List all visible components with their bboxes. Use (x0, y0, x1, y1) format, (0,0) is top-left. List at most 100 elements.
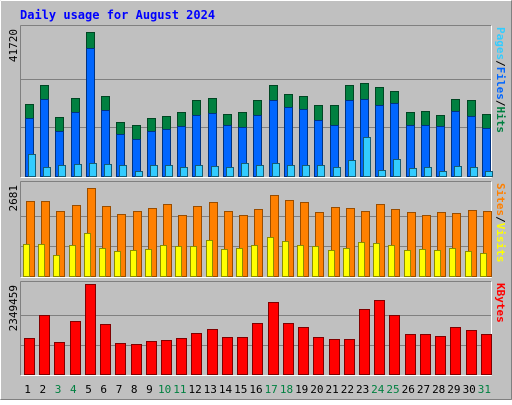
bar-pages (393, 159, 401, 177)
legend-item: / (494, 60, 507, 67)
x-label-day: 31 (478, 383, 491, 396)
bar-sites (239, 215, 248, 277)
legend: Sites/Visits (494, 183, 507, 263)
x-label-day: 26 (402, 383, 415, 396)
bar-sites (133, 211, 142, 277)
bar-visits (251, 245, 258, 277)
bar-pages (470, 167, 478, 177)
bar-kbytes (39, 315, 50, 375)
x-label-day: 27 (417, 383, 430, 396)
bar-pages (333, 167, 341, 177)
bar-visits (358, 242, 365, 277)
bar-visits (236, 248, 243, 277)
x-label-day: 16 (249, 383, 262, 396)
bar-sites (300, 202, 309, 277)
x-label-day: 22 (341, 383, 354, 396)
bar-sites (483, 211, 492, 277)
x-label-day: 3 (55, 383, 62, 396)
bar-pages (135, 171, 143, 177)
x-label-day: 13 (204, 383, 217, 396)
bar-sites (41, 201, 50, 277)
legend-item: Sites (494, 183, 507, 216)
bar-sites (209, 202, 218, 277)
bar-pages (74, 164, 82, 177)
chart-title: Daily usage for August 2024 (20, 8, 215, 22)
bar-kbytes (146, 341, 157, 375)
bar-pages (226, 167, 234, 177)
bar-kbytes (54, 342, 65, 375)
bar-sites (422, 215, 431, 277)
legend-item: KBytes (494, 283, 507, 323)
bar-visits (480, 253, 487, 277)
bar-visits (297, 245, 304, 277)
bar-pages (43, 167, 51, 177)
bar-kbytes (268, 302, 279, 375)
bar-visits (267, 237, 274, 277)
legend-item: Visits (494, 223, 507, 263)
x-label-day: 19 (295, 383, 308, 396)
bar-sites (102, 206, 111, 277)
bar-sites (346, 208, 355, 277)
bar-kbytes (405, 334, 416, 375)
bar-visits (388, 245, 395, 277)
bar-kbytes (435, 336, 446, 375)
y-max-label: 2349459 (7, 285, 20, 331)
bar-pages (58, 165, 66, 177)
x-label-day: 18 (280, 383, 293, 396)
legend: KBytes (494, 283, 507, 323)
bar-sites (391, 209, 400, 277)
bar-pages (150, 165, 158, 177)
bar-sites (56, 211, 65, 277)
bar-sites (270, 195, 279, 277)
bar-visits (465, 251, 472, 277)
bar-sites (148, 208, 157, 277)
bar-kbytes (374, 300, 385, 375)
bar-files (436, 126, 445, 177)
bar-sites (193, 206, 202, 277)
bar-visits (99, 248, 106, 277)
legend-item: Hits (494, 107, 507, 134)
bar-sites (315, 212, 324, 277)
x-label-day: 24 (371, 383, 385, 396)
bar-pages (28, 154, 36, 177)
bar-visits (38, 244, 45, 277)
bar-sites (331, 207, 340, 277)
bar-sites (224, 211, 233, 277)
bar-kbytes (237, 337, 248, 375)
bar-visits (343, 248, 350, 277)
bar-kbytes (100, 324, 111, 375)
legend-item: / (494, 100, 507, 107)
x-label-day: 25 (386, 383, 399, 396)
bar-pages (211, 166, 219, 177)
bar-visits (419, 249, 426, 277)
bar-kbytes (420, 334, 431, 375)
bar-pages (348, 160, 356, 177)
bar-kbytes (283, 323, 294, 375)
bar-visits (206, 240, 213, 277)
bar-kbytes (176, 338, 187, 375)
x-label-day: 6 (100, 383, 107, 396)
bar-pages (180, 167, 188, 177)
x-label-day: 4 (70, 383, 77, 396)
x-label-day: 30 (463, 383, 476, 396)
bar-kbytes (359, 309, 370, 375)
bar-kbytes (298, 327, 309, 375)
bar-visits (434, 250, 441, 277)
bar-files (482, 128, 491, 177)
legend-item: Pages (494, 27, 507, 60)
bar-visits (160, 245, 167, 277)
bar-kbytes (191, 333, 202, 375)
x-label-day: 23 (356, 383, 369, 396)
bar-kbytes (24, 338, 35, 375)
bar-visits (69, 245, 76, 277)
x-label-day: 15 (234, 383, 247, 396)
bar-pages (195, 165, 203, 177)
bar-kbytes (481, 334, 492, 375)
bar-kbytes (466, 330, 477, 375)
bar-visits (449, 248, 456, 277)
x-label-day: 11 (173, 383, 186, 396)
bar-pages (454, 166, 462, 177)
y-max-label: 2681 (7, 185, 20, 212)
